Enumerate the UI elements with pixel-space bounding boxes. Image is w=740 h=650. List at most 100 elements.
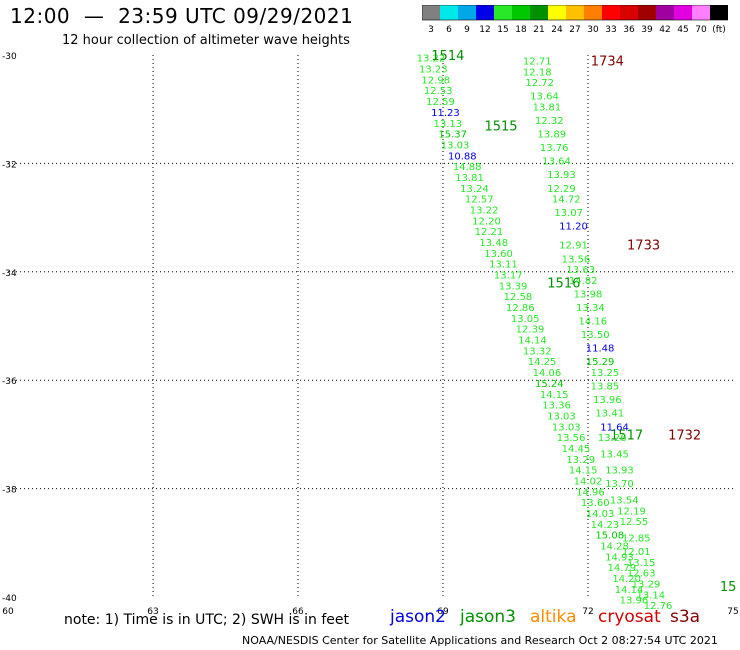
swh-value: 14.14 bbox=[518, 336, 547, 347]
satellite-altika: altika bbox=[530, 607, 577, 627]
swh-value: 11.20 bbox=[559, 222, 588, 233]
pass-time-label: 1514 bbox=[431, 49, 464, 64]
swh-value: 14.88 bbox=[453, 162, 482, 173]
grid bbox=[8, 55, 733, 597]
color-scale-label: 21 bbox=[533, 25, 544, 35]
swh-value: 13.24 bbox=[460, 184, 489, 195]
swh-value: 14.45 bbox=[562, 444, 591, 455]
color-scale-swatch bbox=[548, 5, 566, 20]
swh-value: 13.93 bbox=[547, 170, 576, 181]
swh-value: 13.60 bbox=[484, 249, 513, 260]
satellite-s3a: s3a bbox=[670, 607, 701, 627]
swh-value: 13.93 bbox=[605, 466, 634, 477]
swh-value: 12.63 bbox=[627, 569, 656, 580]
swh-value: 14.25 bbox=[528, 357, 557, 368]
color-scale-label: 27 bbox=[569, 25, 580, 35]
color-scale-label: 24 bbox=[551, 25, 563, 35]
swh-value: 13.23 bbox=[419, 65, 448, 76]
swh-value: 14.03 bbox=[586, 509, 615, 520]
swh-value: 13.64 bbox=[542, 157, 571, 168]
swh-value: 12.59 bbox=[426, 97, 455, 108]
series-cryosat: 12.7112.1812.7213.6413.8112.3213.8913.76… bbox=[523, 54, 701, 612]
footer-note: note: 1) Time is in UTC; 2) SWH is in fe… bbox=[64, 612, 350, 628]
color-scale-swatch bbox=[584, 5, 602, 20]
color-scale-swatch bbox=[494, 5, 512, 20]
x-tick-label: 72 bbox=[582, 607, 593, 617]
color-scale-swatch bbox=[692, 5, 710, 20]
pass-time-label: 1516 bbox=[547, 277, 580, 292]
swh-value: 14.20 bbox=[612, 574, 641, 585]
swh-value: 12.57 bbox=[465, 195, 494, 206]
swh-value: 13.14 bbox=[637, 590, 666, 601]
color-scale-label: 3 bbox=[428, 25, 434, 35]
swh-value: 14.96 bbox=[576, 487, 605, 498]
pass-time-label: 1733 bbox=[627, 239, 660, 254]
swh-value: 13.48 bbox=[479, 238, 508, 249]
swh-value: 13.63 bbox=[566, 265, 595, 276]
y-tick-label: -36 bbox=[2, 377, 17, 387]
y-tick-label: -40 bbox=[2, 594, 17, 604]
color-scale-label: 30 bbox=[587, 25, 599, 35]
series-jason3: 13.2213.2312.9812.5312.5911.2313.1315.37… bbox=[417, 49, 737, 607]
swh-value: 13.11 bbox=[489, 260, 518, 271]
color-scale-label: 39 bbox=[641, 25, 653, 35]
color-scale-swatch bbox=[458, 5, 476, 20]
swh-value: 13.89 bbox=[537, 130, 566, 141]
y-tick-label: -38 bbox=[2, 486, 17, 496]
swh-value: 12.53 bbox=[424, 86, 453, 97]
color-scale-label: 45 bbox=[677, 25, 688, 35]
color-scale-swatch bbox=[638, 5, 656, 20]
pass-time-label: 15 bbox=[720, 580, 737, 595]
swh-value: 13.39 bbox=[499, 281, 528, 292]
color-scale-swatch bbox=[620, 5, 638, 20]
swh-value: 14.28 bbox=[600, 542, 629, 553]
color-scale-label: 42 bbox=[659, 25, 670, 35]
swh-value: 12.19 bbox=[617, 506, 646, 517]
color-scale-swatch bbox=[440, 5, 458, 20]
swh-value: 15.37 bbox=[438, 130, 467, 141]
swh-value: 12.39 bbox=[516, 325, 545, 336]
swh-value: 13.22 bbox=[417, 54, 446, 65]
swh-value: 13.36 bbox=[542, 401, 571, 412]
swh-value: 13.85 bbox=[591, 382, 620, 393]
swh-value: 13.70 bbox=[605, 479, 634, 490]
swh-value: 13.03 bbox=[552, 422, 581, 433]
swh-value: 13.96 bbox=[620, 596, 649, 607]
swh-value: 13.45 bbox=[600, 449, 629, 460]
swh-value: 13.29 bbox=[632, 579, 661, 590]
swh-value: 14.23 bbox=[591, 520, 620, 531]
swh-value: 14.79 bbox=[608, 563, 637, 574]
pass-time-label: 1515 bbox=[484, 119, 517, 134]
swh-value: 12.29 bbox=[547, 184, 576, 195]
swh-value: 13.54 bbox=[610, 495, 639, 506]
x-tick-label: 66 bbox=[292, 607, 304, 617]
swh-value: 11.64 bbox=[600, 422, 629, 433]
color-scale-swatch bbox=[602, 5, 620, 20]
swh-value: 13.13 bbox=[434, 119, 463, 130]
swh-value: 14.14 bbox=[615, 585, 644, 596]
color-scale-label: 70 bbox=[695, 25, 707, 35]
swh-value: 13.29 bbox=[566, 455, 595, 466]
color-scale-label: 36 bbox=[623, 25, 635, 35]
y-tick-label: -34 bbox=[2, 269, 17, 279]
swh-value: 12.85 bbox=[622, 533, 651, 544]
swh-value: 12.76 bbox=[644, 601, 673, 612]
swh-value: 13.26 bbox=[598, 433, 627, 444]
satellite-cryosat: cryosat bbox=[598, 607, 661, 627]
swh-value: 13.15 bbox=[627, 558, 656, 569]
color-scale-label: 18 bbox=[515, 25, 527, 35]
swh-value: 13.03 bbox=[547, 411, 576, 422]
swh-value: 13.32 bbox=[523, 346, 552, 357]
swh-value: 14.16 bbox=[579, 317, 608, 328]
swh-value: 11.23 bbox=[431, 108, 460, 119]
color-scale-swatch bbox=[710, 5, 728, 20]
color-scale-label: 15 bbox=[497, 25, 508, 35]
color-scale-label: 12 bbox=[479, 25, 490, 35]
color-scale-swatch bbox=[674, 5, 692, 20]
chart-subtitle: 12 hour collection of altimeter wave hei… bbox=[62, 33, 350, 48]
swh-value: 13.34 bbox=[576, 303, 605, 314]
x-tick-label: 63 bbox=[147, 607, 158, 617]
swh-value: 15.29 bbox=[586, 357, 615, 368]
x-tick-label: 60 bbox=[2, 607, 14, 617]
